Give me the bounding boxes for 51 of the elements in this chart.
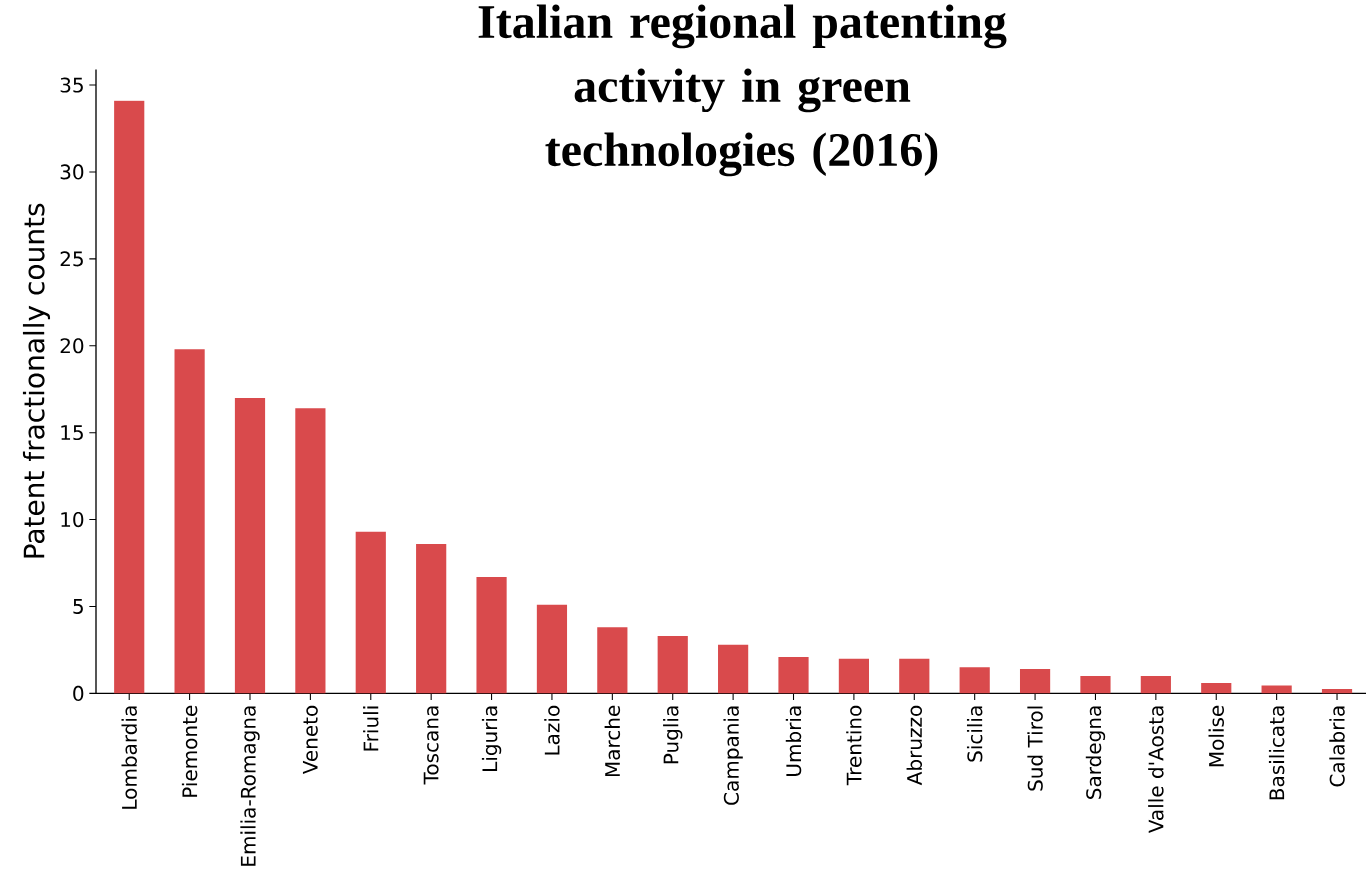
bar — [355, 531, 386, 694]
x-tick-label: Marche — [604, 705, 621, 776]
x-tick-label: Calabria — [1329, 706, 1345, 787]
bar — [174, 349, 205, 694]
x-tick-label: Sardegna — [1085, 706, 1106, 799]
bar — [1019, 668, 1051, 694]
y-tick-label: 5 — [73, 598, 83, 614]
y-tick-label: 25 — [60, 251, 83, 267]
bar — [1321, 688, 1353, 694]
x-tick-label: Sicilia — [966, 706, 983, 762]
bar — [1140, 675, 1171, 694]
x-tick-label: Trentino — [846, 705, 862, 785]
y-tick-label: 0 — [73, 685, 84, 701]
y-tick-label: 15 — [61, 425, 83, 440]
x-tick-label: Toscana — [423, 706, 439, 785]
x-tick-label: Basilicata — [1268, 706, 1285, 800]
y-tick-label: 20 — [60, 338, 84, 354]
bar — [899, 658, 930, 694]
x-tick-label: Abruzzo — [906, 705, 923, 785]
x-tick-label: Friuli — [363, 706, 379, 751]
y-tick-label: 10 — [61, 511, 84, 527]
x-tick-label: Piemonte — [181, 705, 198, 797]
bar — [1201, 682, 1232, 694]
bar — [778, 656, 809, 694]
bar — [838, 658, 869, 694]
x-tick-label: Campania — [723, 706, 743, 805]
y-axis-title: Patent fractionally counts — [22, 203, 51, 558]
bar — [959, 667, 990, 694]
x-tick-label: Umbria — [785, 706, 802, 776]
x-tick-label: Emilia-Romagna — [240, 706, 260, 866]
x-tick-label: Lazio — [544, 705, 560, 755]
x-tick-label: Liguria — [481, 706, 502, 771]
bar — [718, 644, 749, 694]
bar — [1080, 675, 1111, 694]
bar — [114, 100, 145, 694]
bar — [536, 604, 568, 694]
chart-title: Italian regional patenting activity in green technologies (2016) — [478, 4, 1007, 177]
x-tick-label: Veneto — [302, 705, 318, 774]
y-tick-label: 35 — [60, 77, 83, 93]
bar — [416, 543, 447, 694]
bar — [476, 576, 507, 694]
x-tick-label: Puglia — [663, 706, 683, 764]
x-tick-label: Valle d'Aosta — [1148, 706, 1164, 833]
bar — [295, 408, 326, 694]
y-tick-label: 30 — [60, 164, 84, 180]
x-tick-label: Sud Tirol — [1027, 706, 1043, 791]
bar — [597, 627, 628, 694]
x-tick-label: Molise — [1208, 705, 1224, 766]
x-tick-label: Lombardia — [121, 706, 137, 809]
bar — [657, 635, 688, 694]
bar — [234, 397, 266, 694]
